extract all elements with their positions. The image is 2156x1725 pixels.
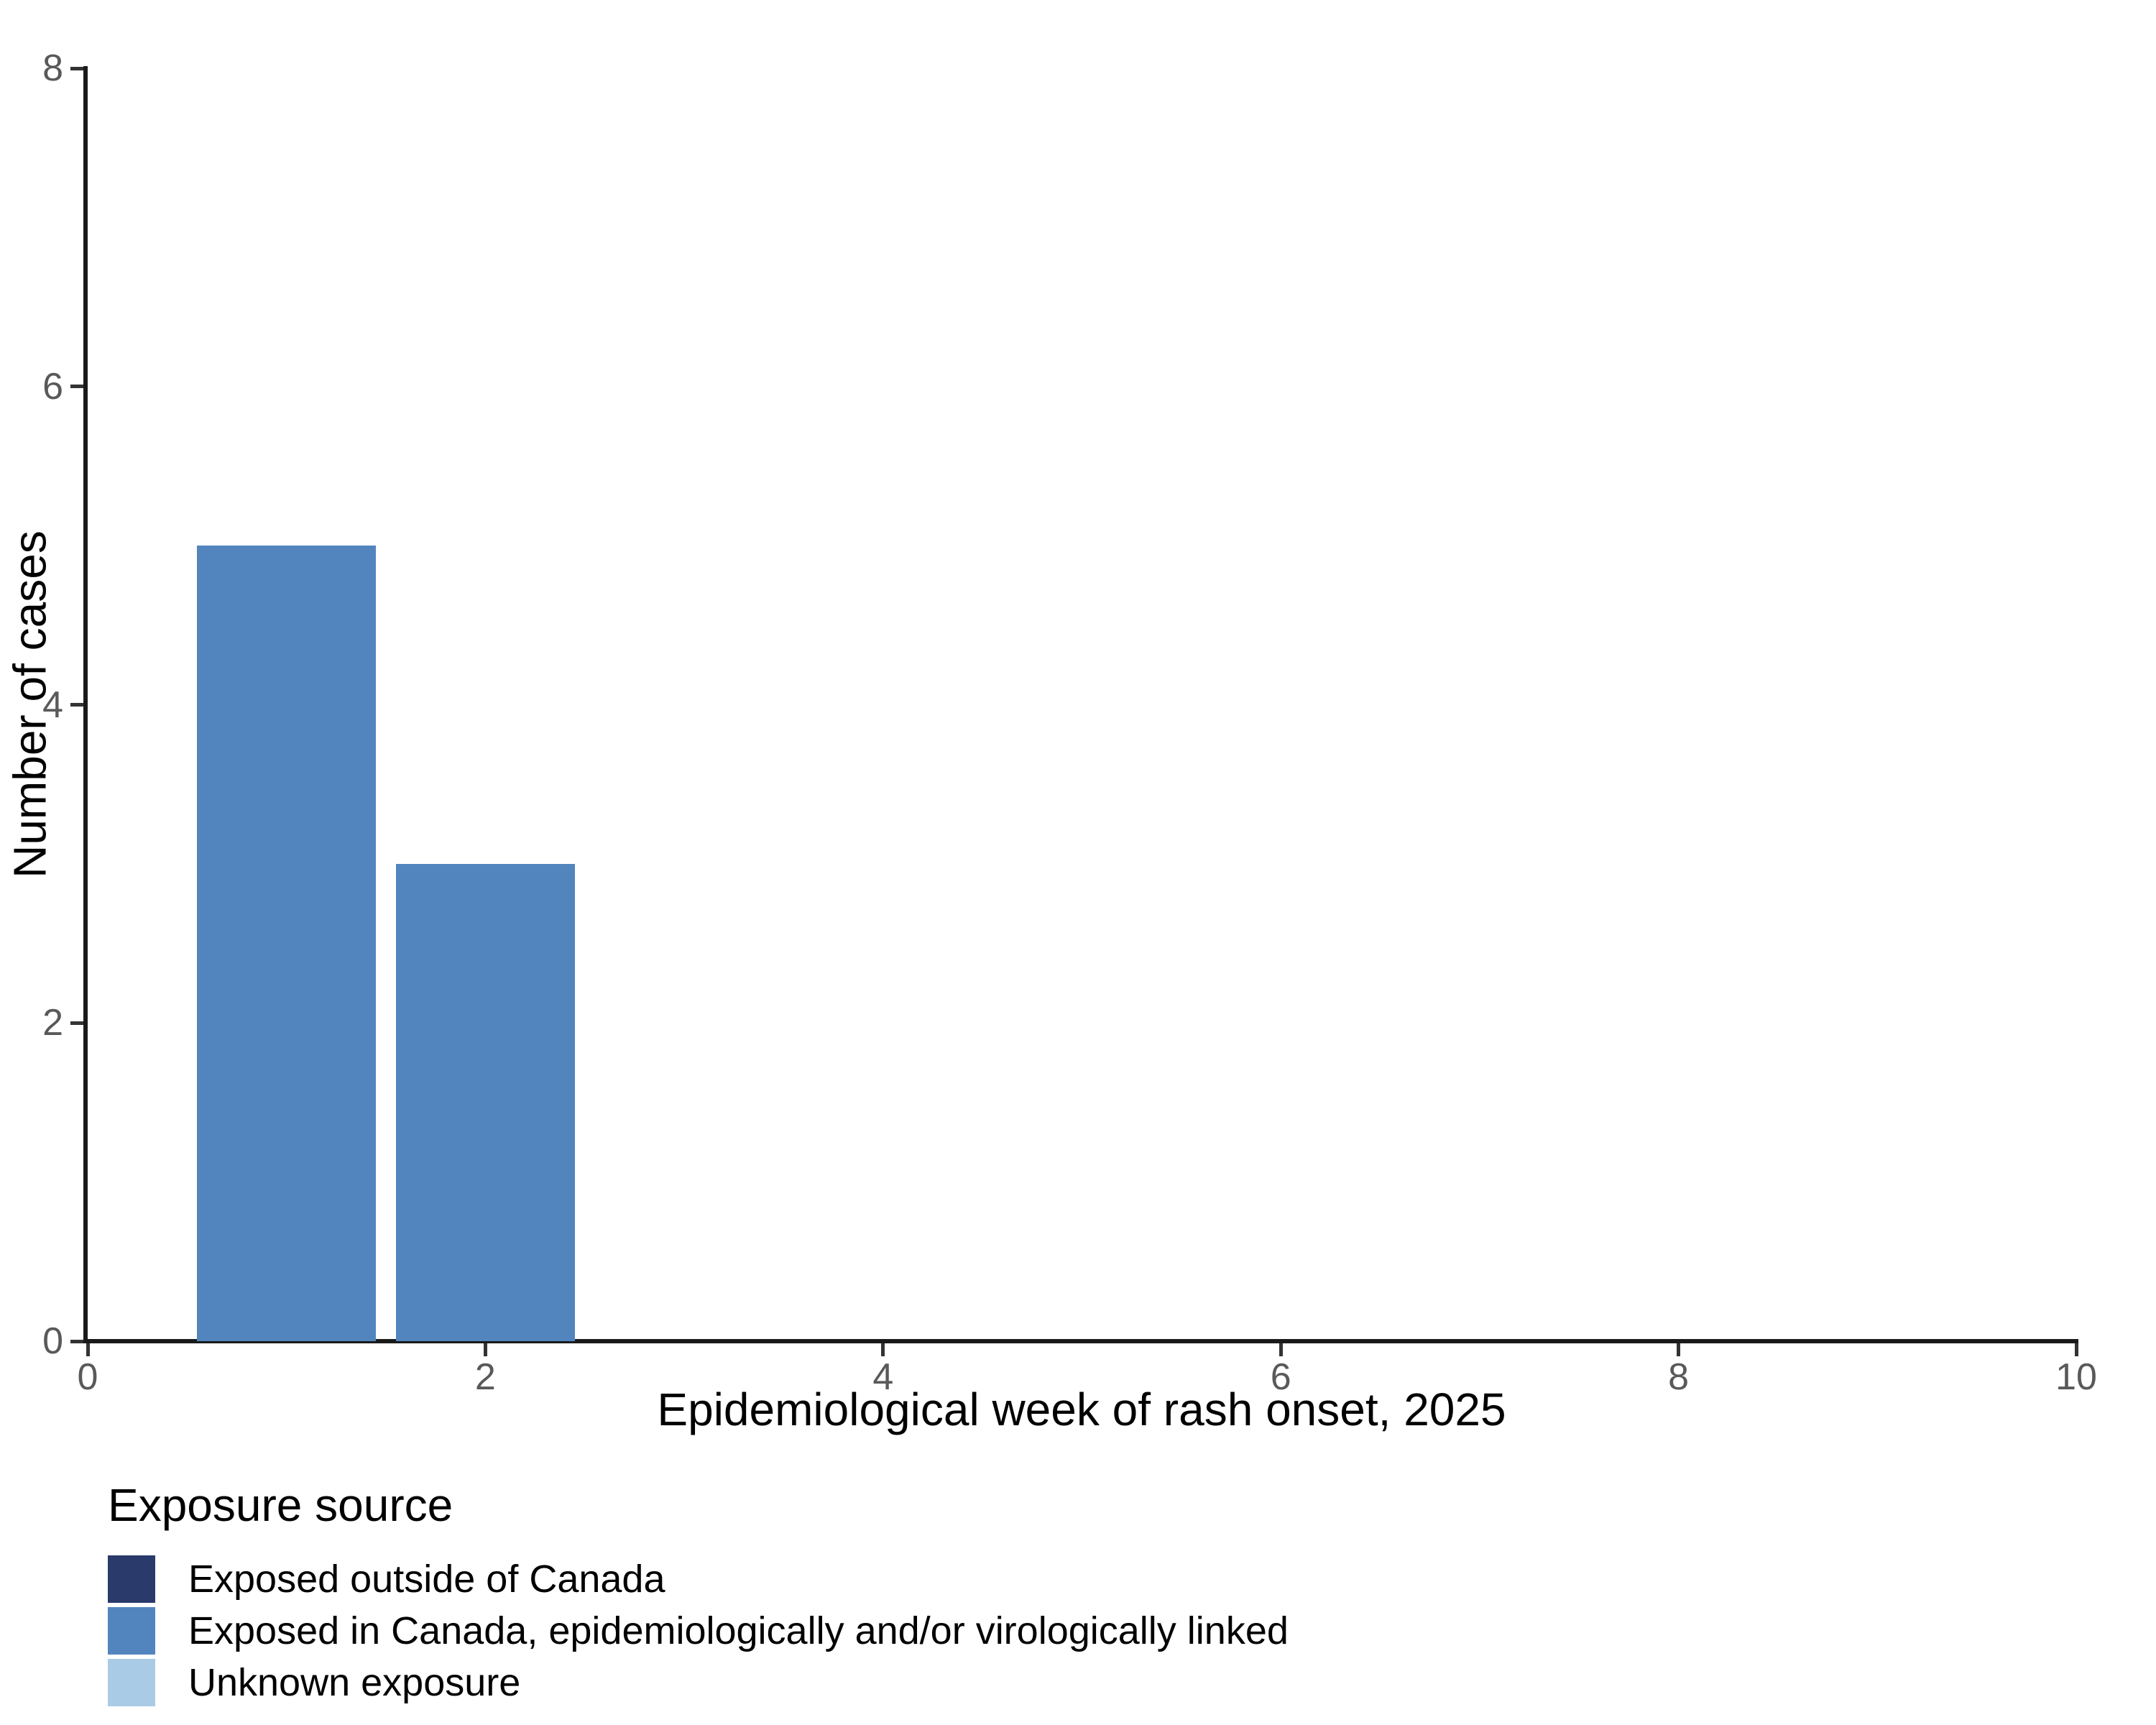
- x-tick-8: [1677, 1343, 1681, 1356]
- y-tick-label-0: 0: [42, 1320, 63, 1362]
- y-tick-8: [70, 66, 83, 70]
- legend-swatch-1: [108, 1607, 155, 1655]
- x-tick-label-2: 2: [474, 1356, 496, 1398]
- y-axis-title: Number of cases: [4, 530, 56, 878]
- y-tick-label-8: 8: [42, 47, 63, 89]
- y-axis-line: [83, 66, 88, 1343]
- legend-swatch-0: [108, 1555, 155, 1603]
- x-tick-2: [483, 1343, 487, 1356]
- legend-title: Exposure source: [108, 1479, 453, 1531]
- y-tick-6: [70, 385, 83, 389]
- y-tick-label-2: 2: [42, 1002, 63, 1044]
- x-tick-0: [86, 1343, 90, 1356]
- x-tick-10: [2074, 1343, 2078, 1356]
- x-tick-label-4: 4: [872, 1356, 894, 1398]
- legend-label-2: Unknown exposure: [188, 1661, 521, 1704]
- legend-label-1: Exposed in Canada, epidemiologically and…: [188, 1609, 1289, 1652]
- bar-week-2: [395, 863, 575, 1341]
- x-tick-4: [881, 1343, 885, 1356]
- y-tick-2: [70, 1021, 83, 1025]
- x-tick-6: [1279, 1343, 1283, 1356]
- x-tick-label-0: 0: [77, 1356, 98, 1398]
- legend-swatch-2: [108, 1659, 155, 1706]
- x-tick-label-8: 8: [1668, 1356, 1690, 1398]
- bar-week-1: [197, 546, 377, 1341]
- legend-label-0: Exposed outside of Canada: [188, 1558, 665, 1601]
- y-tick-label-6: 6: [42, 365, 63, 408]
- x-axis-line: [83, 1339, 2078, 1343]
- y-tick-4: [70, 703, 83, 707]
- y-tick-label-4: 4: [42, 684, 63, 726]
- x-tick-label-6: 6: [1270, 1356, 1291, 1398]
- x-axis-title: Epidemiological week of rash onset, 2025: [657, 1384, 1506, 1435]
- x-tick-label-10: 10: [2055, 1356, 2097, 1398]
- y-tick-0: [70, 1339, 83, 1343]
